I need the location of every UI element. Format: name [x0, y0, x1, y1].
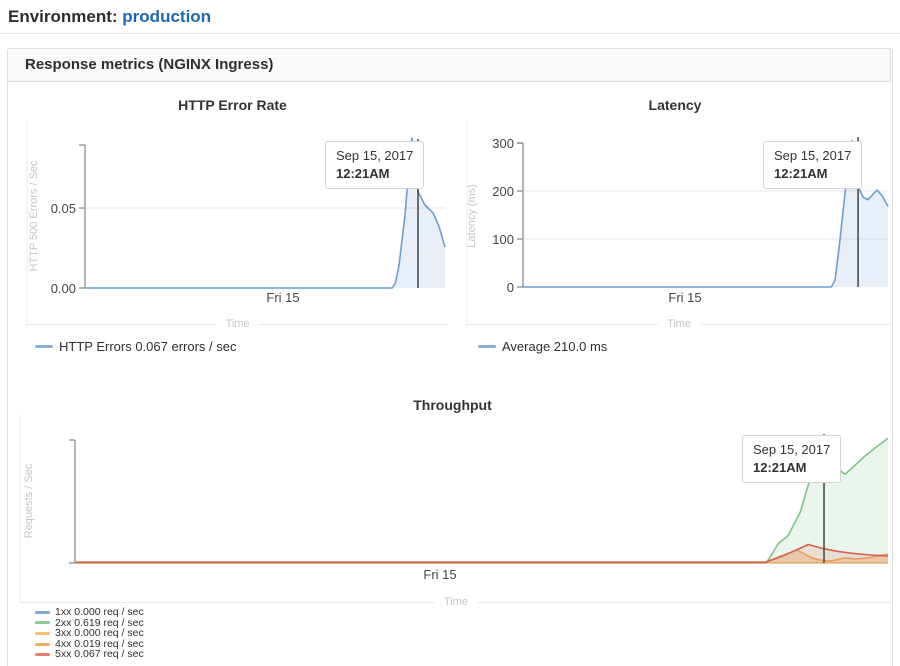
chart-title: Throughput	[413, 397, 492, 413]
y-tick-label: 0	[506, 280, 514, 295]
header-divider	[0, 33, 900, 34]
legend-item: 3xx 0.000 req / sec	[35, 628, 144, 639]
legend-swatch	[35, 345, 53, 348]
y-axis-label: Requests / Sec	[23, 463, 35, 539]
legend-item: HTTP Errors 0.067 errors / sec	[35, 339, 236, 354]
chart-legend: Average 210.0 ms	[478, 339, 607, 354]
x-tick-label: Fri 15	[266, 290, 300, 305]
chart-title: HTTP Error Rate	[178, 97, 287, 113]
y-tick-label: 200	[492, 184, 514, 199]
legend-label: 1xx 0.000 req / sec	[55, 606, 144, 618]
y-tick-label: 100	[492, 232, 514, 247]
http-error-rate-chart[interactable]: HTTP Error Rate HTTP 500 Errors / Sec Fr…	[10, 95, 455, 361]
x-axis-title: Time	[225, 318, 250, 330]
legend-item: 2xx 0.619 req / sec	[35, 616, 144, 629]
legend-item: Average 210.0 ms	[478, 339, 607, 354]
x-frame-line	[258, 323, 449, 325]
x-frame-line	[20, 601, 435, 603]
legend-label: 4xx 0.019 req / sec	[55, 637, 144, 650]
tooltip-time: 12:21AM	[774, 166, 828, 181]
environment-header: Environment: production	[8, 7, 211, 27]
legend-label: HTTP Errors 0.067 errors / sec	[59, 339, 237, 354]
y-tick-label: 300	[492, 136, 514, 151]
environment-label: Environment:	[8, 7, 118, 26]
legend-swatch	[478, 345, 496, 348]
latency-chart[interactable]: Latency Latency (ms) Fri 15 Time Sep 15,…	[455, 95, 895, 361]
x-frame-line	[700, 323, 892, 325]
environment-link[interactable]: production	[122, 7, 212, 26]
x-axis-title: Time	[666, 318, 692, 330]
y-tick-label: 0.00	[50, 281, 76, 296]
legend-label: 2xx 0.619 req / sec	[55, 616, 144, 629]
throughput-chart[interactable]: Throughput Requests / Sec Fri 15 Time Se…	[10, 395, 895, 666]
tooltip-date: Sep 15, 2017	[774, 148, 852, 163]
tooltip-date: Sep 15, 2017	[336, 148, 414, 163]
legend-label: 5xx 0.067 req / sec	[55, 648, 144, 661]
x-frame-line	[467, 323, 658, 325]
hover-tooltip: Sep 15, 2017 12:21AM	[742, 435, 842, 483]
x-axis-title: Time	[443, 596, 469, 608]
legend-swatch	[35, 631, 50, 635]
legend-swatch	[35, 610, 50, 614]
legend-label: Average 210.0 ms	[502, 339, 608, 354]
legend-item: 5xx 0.067 req / sec	[35, 649, 144, 660]
legend-item: 4xx 0.019 req / sec	[35, 639, 144, 650]
legend-swatch	[35, 642, 50, 646]
x-tick-label: Fri 15	[423, 567, 457, 582]
chart-legend: HTTP Errors 0.067 errors / sec	[35, 339, 236, 354]
x-frame-line	[27, 323, 217, 325]
tooltip-date: Sep 15, 2017	[753, 442, 831, 457]
y-tick-label: 0.05	[50, 201, 76, 217]
legend-label: 3xx 0.000 req / sec	[55, 627, 144, 640]
hover-tooltip: Sep 15, 2017 12:21AM	[763, 141, 863, 189]
legend-swatch	[35, 653, 50, 657]
chart-legend: 1xx 0.000 req / sec 2xx 0.619 req / sec 3x…	[35, 607, 144, 660]
x-tick-label: Fri 15	[668, 290, 702, 305]
tooltip-time: 12:21AM	[336, 166, 390, 181]
metrics-panel-title: Response metrics (NGINX Ingress)	[7, 48, 891, 82]
legend-swatch	[35, 621, 50, 625]
hover-tooltip: Sep 15, 2017 12:21AM	[325, 141, 425, 189]
chart-title: Latency	[648, 97, 702, 113]
tooltip-time: 12:21AM	[753, 460, 807, 475]
x-frame-line	[477, 601, 893, 603]
legend-item: 1xx 0.000 req / sec	[35, 607, 144, 618]
